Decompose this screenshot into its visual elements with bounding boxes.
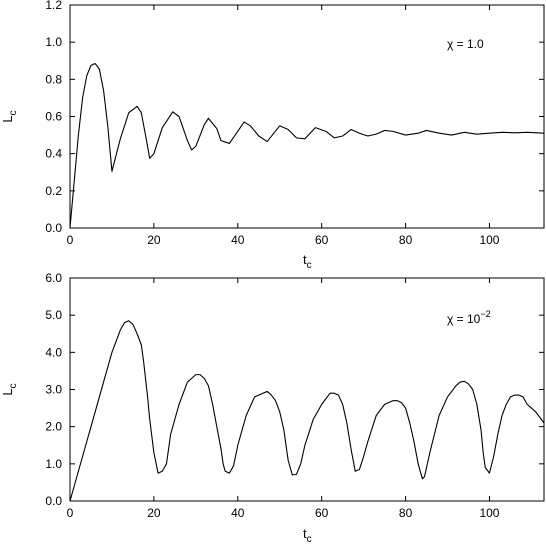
y-axis-label-sub: c — [8, 110, 19, 115]
y-axis-label-main: L — [0, 388, 15, 395]
x-tick-label: 60 — [315, 233, 329, 247]
y-tick-label: 1.2 — [45, 0, 62, 12]
y-tick-label: 0.0 — [45, 221, 62, 235]
x-axis-label-sub: c — [307, 260, 312, 271]
y-axis-label: Lc — [0, 383, 19, 395]
annotation-prefix: χ = 10 — [447, 312, 481, 326]
x-tick-label: 20 — [147, 233, 161, 247]
y-tick-label: 0.0 — [45, 494, 62, 508]
y-axis-label-main: L — [0, 115, 15, 122]
annotation-value: 1.0 — [467, 37, 484, 51]
x-tick-label: 80 — [399, 506, 413, 520]
y-tick-label: 1.0 — [45, 35, 62, 49]
x-tick-label: 60 — [315, 506, 329, 520]
x-tick-label: 20 — [147, 506, 161, 520]
x-tick-label: 80 — [399, 233, 413, 247]
y-axis-label: Lc — [0, 110, 19, 122]
y-tick-label: 0.2 — [45, 184, 62, 198]
series-line — [69, 320, 545, 502]
x-tick-label: 0 — [67, 233, 74, 247]
y-tick-label: 6.0 — [45, 271, 62, 285]
annotation-prefix: χ = — [447, 37, 467, 51]
y-tick-label: 1.0 — [45, 457, 62, 471]
x-tick-label: 100 — [479, 506, 499, 520]
x-axis-label: tc — [303, 252, 312, 271]
parameter-annotation: χ = 10−2 — [447, 309, 491, 326]
annotation-superscript: −2 — [480, 309, 490, 319]
y-tick-label: 0.6 — [45, 110, 62, 124]
y-tick-label: 0.4 — [45, 147, 62, 161]
series-line — [69, 62, 545, 229]
x-tick-label: 40 — [231, 506, 245, 520]
x-tick-label: 40 — [231, 233, 245, 247]
y-tick-label: 2.0 — [45, 420, 62, 434]
y-tick-label: 4.0 — [45, 345, 62, 359]
x-tick-label: 100 — [479, 233, 499, 247]
y-axis-label-sub: c — [8, 383, 19, 388]
x-axis-label-main: t — [303, 252, 307, 267]
parameter-annotation: χ = 1.0 — [447, 37, 484, 51]
y-tick-label: 3.0 — [45, 383, 62, 397]
x-axis-label-main: t — [303, 526, 307, 541]
y-tick-label: 5.0 — [45, 308, 62, 322]
x-tick-label: 0 — [67, 506, 74, 520]
y-tick-label: 0.8 — [45, 72, 62, 86]
x-axis-label-sub: c — [307, 534, 312, 544]
x-axis-label: tc — [303, 526, 312, 544]
